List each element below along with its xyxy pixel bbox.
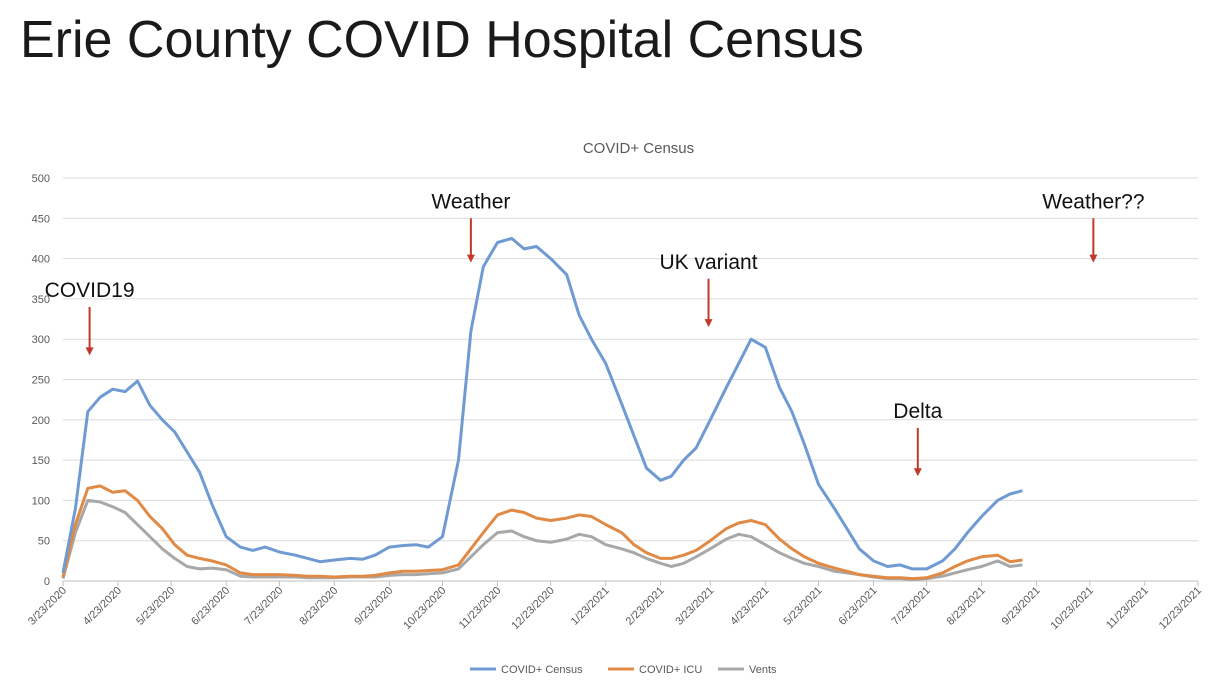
chart-title: COVID+ Census (583, 140, 694, 157)
series-line-0 (61, 236, 1023, 574)
legend-label: COVID+ ICU (639, 664, 702, 676)
x-tick-label: 9/23/2020 (352, 585, 395, 628)
x-tick-label: 4/23/2020 (81, 585, 124, 628)
annotation-arrow-head (704, 319, 713, 328)
annotation-0: COVID19 (45, 279, 135, 356)
annotation-label: Weather (431, 190, 510, 213)
x-tick-label: 6/23/2020 (189, 585, 232, 628)
slide-title: Erie County COVID Hospital Census (20, 11, 864, 69)
legend-label: COVID+ Census (501, 664, 583, 676)
x-tick-label: 5/23/2021 (782, 585, 825, 628)
y-tick-label: 250 (32, 375, 50, 387)
annotation-arrow-head (85, 347, 94, 356)
series-line-1 (61, 484, 1023, 581)
x-tick-label: 10/23/2020 (401, 585, 448, 632)
annotation-label: COVID19 (45, 279, 135, 302)
legend-item-0: COVID+ Census (470, 664, 583, 676)
x-tick-label: 4/23/2021 (728, 585, 771, 628)
legend-item-1: COVID+ ICU (608, 664, 702, 676)
x-tick-label: 10/23/2021 (1049, 585, 1096, 632)
x-tick-label: 2/23/2021 (624, 585, 667, 628)
y-tick-label: 350 (32, 294, 50, 306)
y-tick-label: 450 (32, 213, 50, 225)
y-tick-label: 200 (32, 415, 50, 427)
x-tick-label: 11/23/2021 (1104, 585, 1151, 632)
annotation-2: UK variant (660, 251, 758, 328)
legend-label: Vents (749, 664, 777, 676)
annotation-label: Weather?? (1042, 190, 1144, 213)
y-tick-label: 150 (32, 455, 50, 467)
x-tick-label: 12/23/2020 (509, 585, 556, 632)
annotation-arrow-head (1089, 254, 1098, 263)
annotation-arrow-head (913, 468, 922, 477)
y-tick-label: 100 (32, 495, 50, 507)
series-line-2 (61, 498, 1023, 581)
x-tick-label: 11/23/2020 (457, 585, 504, 632)
x-tick-label: 12/23/2021 (1157, 585, 1204, 632)
annotations: COVID19 Weather UK variant Delta Weather?? (45, 190, 1145, 477)
y-axis: 0 50 100 150 200 250 300 350 400 450 500 (32, 173, 50, 588)
x-axis: 3/23/2020 4/23/2020 5/23/2020 6/23/2020 7/23… (26, 580, 1204, 632)
x-tick-label: 1/23/2021 (569, 585, 612, 628)
annotation-label: Delta (893, 400, 942, 423)
x-tick-label: 7/23/2021 (890, 585, 933, 628)
gridlines (63, 177, 1198, 582)
series-lines (61, 236, 1023, 581)
y-tick-label: 50 (38, 536, 50, 548)
x-tick-label: 8/23/2020 (297, 585, 340, 628)
legend: COVID+ Census COVID+ ICU Vents (470, 664, 777, 676)
x-tick-label: 3/23/2021 (673, 585, 716, 628)
x-tick-label: 3/23/2020 (26, 585, 69, 628)
y-tick-label: 400 (32, 254, 50, 266)
annotation-arrow-head (466, 254, 475, 263)
x-tick-label: 5/23/2020 (134, 585, 177, 628)
y-tick-label: 300 (32, 334, 50, 346)
x-tick-label: 6/23/2021 (836, 585, 879, 628)
legend-item-2: Vents (718, 664, 777, 676)
y-tick-label: 0 (44, 576, 50, 588)
annotation-4: Weather?? (1042, 190, 1145, 263)
annotation-label: UK variant (660, 251, 758, 274)
x-tick-label: 8/23/2021 (945, 585, 988, 628)
y-tick-label: 500 (32, 173, 50, 185)
annotation-1: Weather (431, 190, 510, 263)
x-tick-label: 9/23/2021 (1000, 585, 1043, 628)
annotation-3: Delta (893, 400, 943, 477)
x-tick-label: 7/23/2020 (242, 585, 285, 628)
